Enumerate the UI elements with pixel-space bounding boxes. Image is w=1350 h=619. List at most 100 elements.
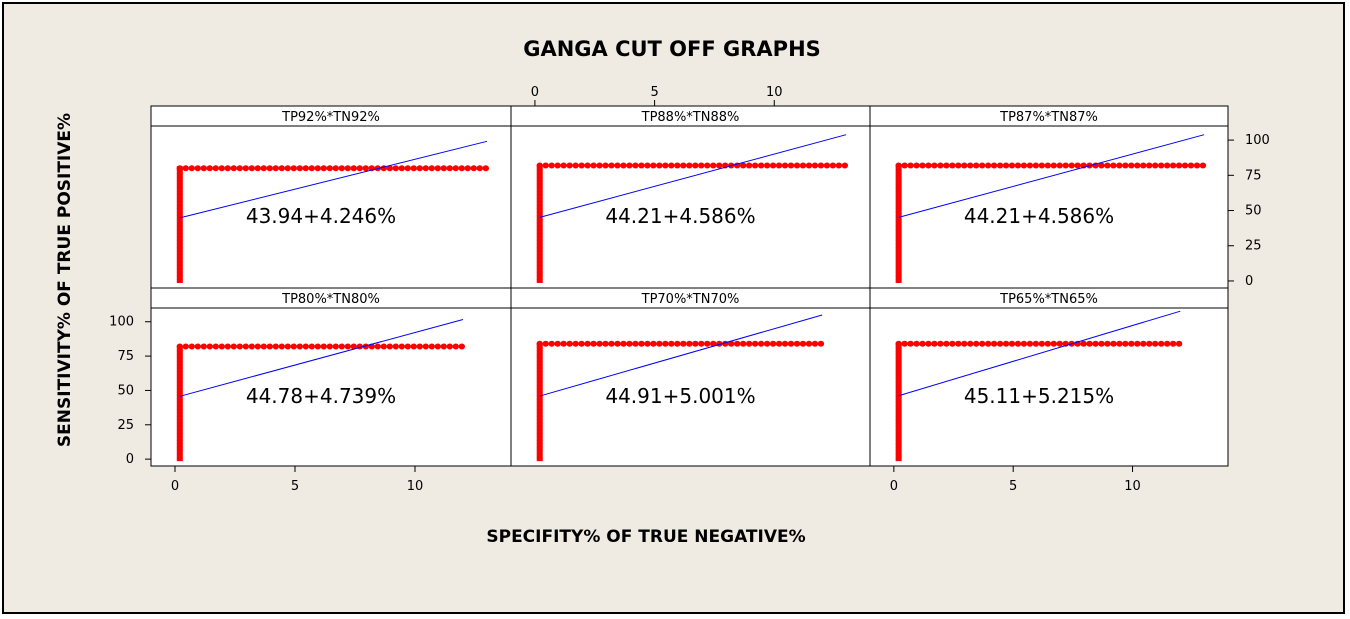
data-point — [176, 261, 183, 266]
data-point — [176, 398, 183, 403]
data-point — [536, 275, 543, 280]
data-point — [392, 165, 399, 172]
data-point — [176, 374, 183, 379]
data-point — [536, 436, 543, 441]
data-point — [242, 343, 249, 350]
data-point — [1104, 340, 1111, 347]
data-point — [176, 412, 183, 417]
y-axis-right-tick-label: 75 — [1245, 168, 1262, 183]
data-point — [943, 162, 950, 169]
x-axis-bottom-left-tick-label: 5 — [291, 479, 299, 494]
data-point — [176, 409, 183, 414]
data-point — [632, 162, 639, 169]
data-point — [176, 426, 183, 431]
data-point — [680, 340, 687, 347]
data-point — [554, 340, 561, 347]
data-point — [787, 162, 795, 169]
data-point — [536, 162, 543, 169]
data-point — [176, 271, 183, 276]
data-point — [260, 165, 267, 172]
data-point — [386, 165, 393, 172]
data-point — [560, 340, 567, 347]
data-point — [278, 165, 285, 172]
data-point — [895, 350, 902, 355]
data-point — [644, 340, 651, 347]
data-point — [206, 343, 213, 350]
data-point — [751, 162, 759, 169]
data-point — [614, 162, 621, 169]
data-point — [590, 162, 597, 169]
data-point — [895, 268, 902, 273]
data-point — [895, 212, 902, 217]
panel-plot-area — [869, 307, 1229, 467]
data-point — [314, 343, 321, 350]
data-point — [536, 385, 543, 389]
data-point — [698, 162, 705, 169]
data-point — [1199, 162, 1207, 169]
equation-label: 44.21+4.586% — [605, 204, 755, 228]
data-point — [176, 201, 183, 206]
data-point — [1098, 340, 1105, 347]
data-point — [176, 405, 183, 410]
data-point — [978, 340, 986, 347]
data-point — [895, 426, 902, 431]
data-point — [290, 343, 297, 350]
data-point — [644, 162, 651, 169]
data-point — [817, 162, 825, 169]
data-point — [176, 364, 183, 369]
data-point — [739, 162, 747, 169]
data-point — [996, 162, 1004, 169]
data-point — [176, 422, 183, 427]
data-point — [608, 162, 615, 169]
data-point — [895, 357, 902, 362]
data-point — [769, 162, 777, 169]
data-point — [895, 194, 902, 199]
data-point — [428, 343, 435, 350]
data-point — [200, 343, 207, 350]
data-point — [1175, 162, 1183, 169]
data-point — [626, 340, 633, 347]
data-points — [536, 162, 849, 283]
data-point — [895, 254, 902, 259]
data-point — [422, 165, 429, 172]
data-point — [1152, 162, 1159, 169]
data-point — [596, 340, 603, 347]
data-point — [662, 340, 669, 347]
data-point — [895, 378, 902, 383]
data-point — [1068, 162, 1075, 169]
data-point — [218, 343, 225, 350]
data-point — [200, 165, 207, 172]
data-point — [1175, 340, 1183, 347]
data-points — [176, 343, 465, 462]
data-point — [536, 347, 543, 352]
data-point — [895, 422, 902, 427]
data-point — [176, 226, 183, 231]
data-point — [482, 165, 489, 172]
data-point — [176, 275, 183, 280]
data-point — [176, 165, 183, 172]
data-point — [650, 340, 657, 347]
data-point — [1181, 162, 1189, 169]
data-point — [680, 162, 687, 169]
data-point — [536, 254, 543, 259]
data-point — [799, 162, 807, 169]
y-axis-left-tick-label: 50 — [117, 383, 134, 398]
equation-label: 44.21+4.586% — [964, 204, 1114, 228]
data-point — [536, 357, 543, 362]
data-point — [1050, 162, 1057, 169]
data-point — [1104, 162, 1111, 169]
data-point — [698, 340, 705, 347]
data-point — [1002, 162, 1010, 169]
data-point — [781, 162, 789, 169]
data-point — [1193, 162, 1201, 169]
y-axis-left-tick-label: 75 — [117, 349, 134, 364]
data-point — [973, 340, 980, 347]
data-point — [248, 165, 255, 172]
data-point — [176, 240, 183, 245]
data-point — [536, 194, 543, 199]
data-point — [895, 395, 902, 400]
data-point — [176, 229, 183, 234]
x-axis-bottom-right-tick-label: 10 — [1124, 479, 1141, 494]
data-point — [176, 378, 183, 383]
data-point — [176, 190, 183, 195]
